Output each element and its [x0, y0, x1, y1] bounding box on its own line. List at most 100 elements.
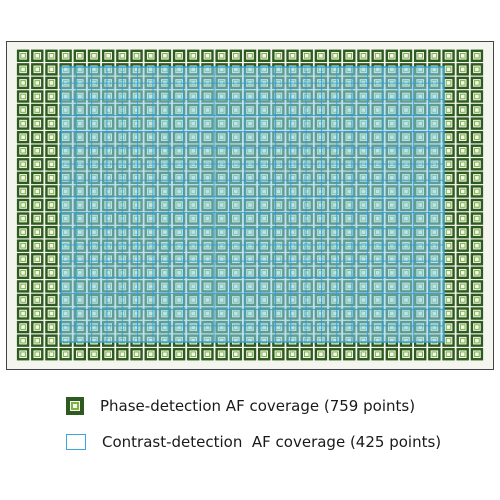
phase-detection-point: [16, 185, 30, 198]
phase-detection-point: [158, 49, 172, 62]
phase-detection-point: [45, 117, 58, 130]
phase-detection-point: [456, 293, 469, 307]
phase-detection-point: [16, 280, 30, 293]
phase-detection-point: [385, 49, 399, 62]
phase-detection-point: [16, 76, 30, 90]
phase-detection-point: [31, 293, 44, 307]
legend-phase-detection: Phase-detection AF coverage (759 points): [58, 392, 415, 420]
phase-detection-point: [470, 90, 484, 103]
phase-detection-point: [470, 144, 484, 157]
phase-detection-point: [45, 225, 58, 239]
contrast-detection-swatch-icon: [66, 434, 86, 450]
phase-detection-point: [456, 239, 469, 252]
phase-detection-point: [201, 348, 214, 361]
phase-detection-point: [16, 130, 30, 144]
phase-detection-point: [31, 117, 44, 130]
phase-detection-point: [45, 171, 58, 185]
phase-detection-point: [300, 49, 313, 62]
phase-detection-point: [456, 130, 469, 144]
phase-detection-point: [45, 76, 58, 90]
phase-detection-point: [470, 63, 484, 76]
phase-detection-point: [456, 225, 469, 239]
phase-detection-point: [456, 334, 469, 347]
phase-detection-point: [229, 348, 243, 361]
phase-detection-point: [16, 225, 30, 239]
phase-detection-point: [45, 90, 58, 103]
phase-detection-point: [73, 348, 87, 361]
phase-detection-point: [470, 293, 484, 307]
phase-detection-point: [300, 348, 313, 361]
phase-detection-point: [470, 212, 484, 225]
phase-detection-point: [16, 266, 30, 280]
phase-detection-point: [187, 348, 200, 361]
phase-detection-point: [31, 49, 44, 62]
phase-detection-point: [470, 320, 484, 334]
phase-detection-point: [456, 320, 469, 334]
phase-detection-point: [456, 266, 469, 280]
phase-detection-point: [45, 348, 58, 361]
phase-detection-point: [456, 90, 469, 103]
phase-detection-point: [357, 49, 370, 62]
phase-detection-point: [16, 253, 30, 266]
phase-detection-point: [16, 63, 30, 76]
phase-detection-point: [343, 49, 356, 62]
phase-detection-point: [243, 49, 257, 62]
phase-detection-point: [31, 225, 44, 239]
phase-detection-point: [31, 130, 44, 144]
phase-detection-point: [456, 307, 469, 320]
phase-detection-point: [31, 348, 44, 361]
phase-detection-point: [257, 348, 271, 361]
phase-detection-point: [243, 348, 257, 361]
phase-detection-point: [470, 348, 484, 361]
phase-detection-point: [45, 239, 58, 252]
phase-detection-point: [470, 185, 484, 198]
phase-detection-point: [16, 158, 30, 171]
phase-detection-point: [73, 49, 87, 62]
phase-detection-point: [45, 320, 58, 334]
phase-detection-point: [272, 49, 285, 62]
phase-detection-point: [45, 198, 58, 212]
phase-detection-legend-label: Phase-detection AF coverage (759 points): [100, 397, 416, 415]
phase-detection-point: [45, 253, 58, 266]
phase-detection-point: [229, 49, 243, 62]
phase-detection-point: [101, 49, 115, 62]
phase-detection-point: [16, 90, 30, 103]
phase-detection-point: [399, 348, 413, 361]
phase-detection-point: [456, 280, 469, 293]
phase-detection-point: [16, 307, 30, 320]
phase-detection-point: [31, 90, 44, 103]
phase-detection-point: [442, 49, 455, 62]
contrast-detection-legend-label: Contrast-detection AF coverage (425 poin…: [102, 433, 442, 451]
phase-detection-point: [385, 348, 399, 361]
phase-detection-point: [16, 171, 30, 185]
phase-detection-point: [470, 266, 484, 280]
contrast-detection-point: [428, 325, 445, 343]
phase-detection-point: [45, 158, 58, 171]
phase-detection-point: [470, 117, 484, 130]
phase-detection-point: [31, 334, 44, 347]
phase-detection-point: [31, 103, 44, 117]
phase-detection-point: [470, 253, 484, 266]
phase-detection-point: [45, 280, 58, 293]
legend-contrast-detection: Contrast-detection AF coverage (425 poin…: [58, 428, 441, 456]
phase-detection-point: [31, 280, 44, 293]
phase-detection-point: [201, 49, 214, 62]
phase-detection-point: [470, 171, 484, 185]
phase-detection-point: [59, 348, 72, 361]
phase-detection-point: [470, 76, 484, 90]
phase-detection-point: [470, 49, 484, 62]
phase-detection-point: [59, 49, 72, 62]
phase-detection-point: [470, 225, 484, 239]
phase-detection-point: [31, 320, 44, 334]
phase-detection-point: [16, 49, 30, 62]
phase-detection-point: [45, 212, 58, 225]
phase-detection-point: [286, 348, 299, 361]
phase-detection-point: [45, 130, 58, 144]
phase-detection-point: [31, 63, 44, 76]
phase-detection-point: [16, 144, 30, 157]
phase-detection-point: [456, 144, 469, 157]
phase-detection-point: [31, 266, 44, 280]
phase-detection-point: [357, 348, 370, 361]
